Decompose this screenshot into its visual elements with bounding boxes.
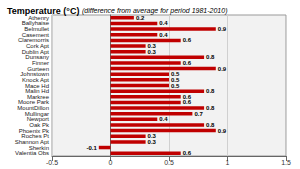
svg-text:Temperature (°C): Temperature (°C) (7, 6, 79, 16)
svg-text:0.6: 0.6 (183, 99, 192, 105)
svg-text:Roches Pt: Roches Pt (21, 133, 49, 140)
svg-text:0.4: 0.4 (159, 32, 168, 38)
svg-text:0.4: 0.4 (159, 20, 168, 26)
svg-text:0.3: 0.3 (147, 43, 156, 49)
svg-text:Sherkin: Sherkin (28, 144, 49, 151)
svg-text:0.2: 0.2 (136, 15, 145, 21)
svg-text:0.3: 0.3 (148, 139, 157, 145)
svg-text:0.6: 0.6 (183, 150, 192, 156)
svg-text:0.5: 0.5 (164, 159, 174, 166)
svg-text:Valentia Obs: Valentia Obs (15, 150, 49, 156)
svg-text:Malin Hd: Malin Hd (25, 88, 49, 95)
svg-text:Casement: Casement (21, 31, 49, 38)
svg-text:Newport: Newport (26, 116, 49, 123)
svg-text:Shannon Apt: Shannon Apt (14, 138, 49, 145)
svg-text:0.5: 0.5 (171, 71, 180, 78)
svg-text:0.3: 0.3 (148, 49, 157, 55)
svg-text:0.6: 0.6 (183, 60, 192, 66)
svg-text:Claremorris: Claremorris (18, 37, 49, 44)
svg-text:0.9: 0.9 (218, 66, 227, 72)
svg-text:0.5: 0.5 (171, 76, 180, 83)
svg-text:-0.1: -0.1 (86, 145, 97, 151)
svg-text:0.7: 0.7 (194, 111, 203, 117)
svg-text:Phoenix Pk: Phoenix Pk (18, 127, 49, 134)
svg-text:0.9: 0.9 (218, 128, 227, 134)
svg-text:Belmullet: Belmullet (24, 26, 49, 33)
svg-text:Gurteen: Gurteen (27, 65, 49, 72)
svg-text:0.8: 0.8 (206, 54, 215, 60)
svg-text:Finner: Finner (32, 59, 49, 66)
svg-text:0.4: 0.4 (159, 116, 168, 122)
svg-text:-0.5: -0.5 (46, 159, 58, 166)
svg-text:0.5: 0.5 (171, 83, 180, 89)
svg-text:Oak Pk: Oak Pk (29, 122, 49, 128)
svg-text:Cork Apt: Cork Apt (26, 43, 49, 49)
svg-text:Moore Park: Moore Park (18, 99, 49, 106)
svg-text:0.8: 0.8 (206, 122, 215, 128)
svg-text:0: 0 (109, 159, 113, 166)
svg-text:MountDillon: MountDillon (17, 105, 49, 112)
svg-text:0.8: 0.8 (206, 88, 215, 94)
svg-text:0.8: 0.8 (206, 105, 215, 111)
svg-text:1.5: 1.5 (281, 159, 291, 166)
svg-text:Athenry: Athenry (28, 14, 49, 21)
svg-text:Mace Hd: Mace Hd (25, 82, 49, 89)
svg-text:0.3: 0.3 (147, 133, 156, 140)
svg-text:Ballyhaise: Ballyhaise (21, 20, 49, 27)
svg-text:Johnstown: Johnstown (20, 71, 49, 78)
svg-text:(difference from average for p: (difference from average for period 1981… (82, 7, 228, 15)
svg-text:Dunsany: Dunsany (25, 54, 49, 61)
svg-text:Mullingar: Mullingar (24, 110, 49, 117)
svg-text:Dublin Apt: Dublin Apt (21, 48, 49, 55)
svg-text:0.6: 0.6 (183, 37, 192, 43)
svg-text:0.9: 0.9 (218, 26, 227, 32)
svg-text:0.6: 0.6 (182, 93, 191, 100)
svg-text:Markree: Markree (27, 93, 49, 100)
svg-text:1: 1 (226, 159, 230, 166)
svg-text:Knock Apt: Knock Apt (22, 76, 49, 83)
